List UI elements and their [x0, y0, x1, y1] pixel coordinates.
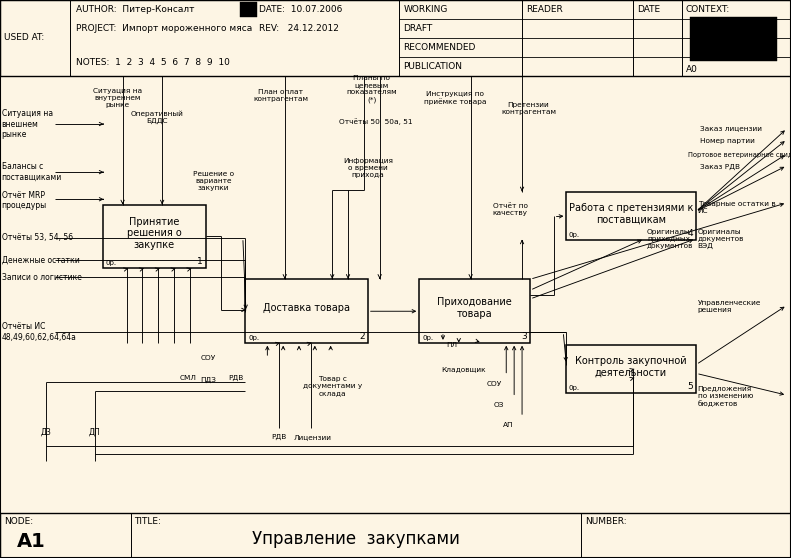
Bar — [419, 280, 530, 343]
Text: РДВ: РДВ — [271, 434, 287, 440]
Text: Кладовщик: Кладовщик — [441, 366, 486, 372]
Text: 5: 5 — [687, 382, 693, 391]
Text: Претензии
контрагентам: Претензии контрагентам — [501, 102, 556, 115]
Text: План оплат
контрагентам: План оплат контрагентам — [253, 89, 308, 102]
Text: ПДЗ: ПДЗ — [200, 377, 216, 383]
Text: Работа с претензиями к
поставщикам: Работа с претензиями к поставщикам — [569, 203, 693, 224]
Bar — [566, 345, 696, 393]
Text: NOTES:  1  2  3  4  5  6  7  8  9  10: NOTES: 1 2 3 4 5 6 7 8 9 10 — [76, 58, 230, 67]
Text: СМЛ: СМЛ — [180, 375, 197, 381]
Text: 0р.: 0р. — [569, 385, 580, 391]
Text: 3: 3 — [521, 331, 527, 340]
Text: Номер партии: Номер партии — [700, 138, 755, 143]
Text: Заказ РДВ: Заказ РДВ — [700, 163, 740, 170]
Text: Информация
о времени
прихода: Информация о времени прихода — [343, 158, 393, 178]
Text: Записи о логистике: Записи о логистике — [2, 273, 81, 282]
Text: АП: АП — [503, 422, 514, 428]
Text: RECOMMENDED: RECOMMENDED — [403, 43, 475, 52]
Text: Принятие
решения о
закупке: Принятие решения о закупке — [127, 217, 182, 250]
Text: A0: A0 — [686, 65, 698, 74]
Text: 0р.: 0р. — [106, 260, 117, 266]
Text: 0р.: 0р. — [569, 232, 580, 238]
Text: 2: 2 — [359, 331, 365, 340]
Text: USED AT:: USED AT: — [4, 33, 44, 42]
Text: REV:   24.12.2012: REV: 24.12.2012 — [259, 24, 339, 33]
Text: Отчёты 53, 54, 56: Отчёты 53, 54, 56 — [2, 233, 73, 242]
Text: Ситуация на
внутреннем
рынке: Ситуация на внутреннем рынке — [93, 88, 142, 108]
Text: Приходование
товара: Приходование товара — [437, 297, 512, 319]
Text: Отчёты 50  50а, 51: Отчёты 50 50а, 51 — [339, 118, 413, 125]
Text: Балансы с
поставщиками: Балансы с поставщиками — [2, 162, 62, 182]
Text: Доставка товара: Доставка товара — [263, 303, 350, 313]
Text: ПЛ: ПЛ — [446, 342, 457, 348]
Bar — [0, 513, 791, 558]
Text: A1: A1 — [17, 532, 46, 551]
Text: Денежные остатки: Денежные остатки — [2, 255, 79, 264]
Text: СОУ: СОУ — [200, 355, 216, 361]
Text: Управленческие
решения: Управленческие решения — [698, 300, 761, 313]
Text: Планы по
целевым
показателям
(*): Планы по целевым показателям (*) — [346, 75, 397, 103]
Text: Заказ лицензии: Заказ лицензии — [700, 126, 762, 131]
Text: Д3: Д3 — [40, 428, 51, 437]
Text: СОУ: СОУ — [486, 381, 502, 387]
Text: Инструкция по
приёмке товара: Инструкция по приёмке товара — [423, 91, 486, 105]
Bar — [690, 17, 777, 61]
Text: Отчёт MRP
процедуры: Отчёт MRP процедуры — [2, 191, 47, 210]
Text: DRAFT: DRAFT — [403, 24, 433, 33]
Text: 0р.: 0р. — [422, 334, 433, 340]
Text: РДВ: РДВ — [228, 374, 244, 381]
Text: NUMBER:: NUMBER: — [585, 517, 627, 526]
Text: READER: READER — [526, 5, 562, 14]
Text: Контроль закупочной
деятельности: Контроль закупочной деятельности — [575, 356, 687, 377]
Text: Ситуация на
внешнем
рынке: Ситуация на внешнем рынке — [2, 109, 53, 139]
Text: Товар с
документами у
склада: Товар с документами у склада — [303, 377, 361, 397]
Bar — [566, 192, 696, 240]
Text: 0р.: 0р. — [248, 334, 259, 340]
Text: Лицензии: Лицензии — [293, 434, 331, 440]
Text: Товарные остатки в
ИС: Товарные остатки в ИС — [698, 201, 775, 214]
Text: Оригиналы
документов
ВЭД: Оригиналы документов ВЭД — [698, 229, 744, 249]
Bar — [103, 205, 206, 268]
Bar — [245, 280, 368, 343]
Text: Решение о
варианте
закупки: Решение о варианте закупки — [193, 171, 234, 191]
Text: 4: 4 — [687, 229, 693, 238]
Bar — [240, 2, 257, 17]
Text: DATE:  10.07.2006: DATE: 10.07.2006 — [259, 5, 343, 14]
Text: PUBLICATION: PUBLICATION — [403, 62, 463, 71]
Text: DATE: DATE — [637, 5, 660, 14]
Text: Отчёт по
качеству: Отчёт по качеству — [493, 203, 528, 216]
Bar — [0, 0, 791, 76]
Text: Портовое ветеринарное свидетельство: Портовое ветеринарное свидетельство — [688, 152, 791, 157]
Text: Управление  закупками: Управление закупками — [252, 530, 460, 549]
Text: Предложения
по изменению
бюджетов: Предложения по изменению бюджетов — [698, 386, 753, 407]
Text: 1: 1 — [197, 257, 202, 266]
Text: NODE:: NODE: — [4, 517, 33, 526]
Text: ОЗ: ОЗ — [493, 402, 504, 408]
Text: PROJECT:  Импорт мороженного мяса: PROJECT: Импорт мороженного мяса — [76, 24, 252, 33]
Text: Оригиналы
приходных
документов: Оригиналы приходных документов — [647, 229, 694, 249]
Text: ДП: ДП — [89, 428, 100, 437]
Text: Оперативный
БДДС: Оперативный БДДС — [131, 110, 183, 124]
Text: TITLE:: TITLE: — [134, 517, 161, 526]
Text: WORKING: WORKING — [403, 5, 448, 14]
Text: CONTEXT:: CONTEXT: — [686, 5, 730, 14]
Text: AUTHOR:  Питер-Консалт: AUTHOR: Питер-Консалт — [76, 5, 195, 14]
Text: Отчёты ИС
48,49,60,62,64,64а: Отчёты ИС 48,49,60,62,64,64а — [2, 322, 77, 341]
